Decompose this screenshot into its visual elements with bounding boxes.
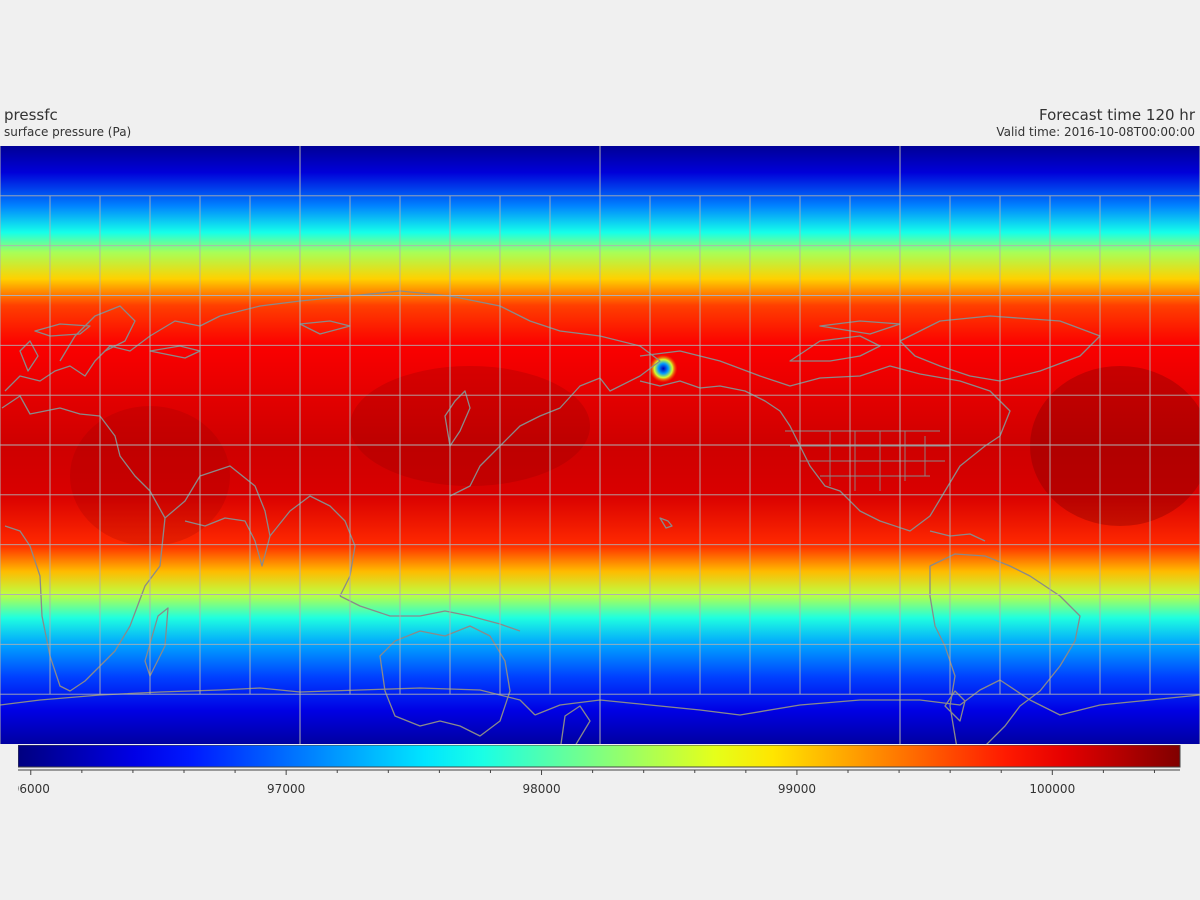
us-state-borders	[785, 430, 950, 491]
colorbar-tick-label: 100000	[1029, 782, 1075, 796]
coastline-antarctic-peninsula	[944, 690, 966, 722]
colorbar-tick-label: 99000	[778, 782, 816, 796]
coastline-australia	[379, 625, 511, 737]
high-pressure-patch	[350, 366, 590, 486]
coastline-indonesia	[339, 595, 521, 632]
coastline-greenland	[899, 315, 1101, 382]
colorbar: 96000 97000 98000 99000 100000	[18, 745, 1182, 805]
coastline-new-zealand	[560, 705, 591, 744]
coastline-madagascar	[144, 607, 169, 677]
graticule	[0, 146, 1200, 744]
coastline-hawaii	[659, 517, 673, 529]
coastline-se-asia	[269, 495, 356, 597]
map-panel[interactable]	[0, 146, 1200, 744]
coastline-scandinavia	[59, 305, 136, 362]
colorbar-tick-label: 98000	[522, 782, 560, 796]
coastline-uk	[19, 340, 39, 372]
coastline-africa	[1, 395, 166, 692]
colorbar-svg: 96000 97000 98000 99000 100000	[18, 745, 1181, 796]
colorbar-ticks: 96000 97000 98000 99000 100000	[18, 770, 1155, 796]
variable-description: surface pressure (Pa)	[4, 125, 132, 139]
coastline-europe	[4, 315, 221, 392]
coastline-caribbean	[929, 530, 986, 542]
colorbar-strip	[18, 745, 1181, 768]
coastline-asia-north	[219, 290, 661, 497]
colorbar-tick-label: 97000	[267, 782, 305, 796]
title-block-right: Forecast time 120 hr Valid time: 2016-10…	[996, 106, 1195, 139]
variable-name: pressfc	[4, 106, 58, 124]
pressure-map[interactable]	[0, 146, 1200, 744]
high-pressure-patch	[1030, 366, 1200, 526]
coastline-antarctica	[0, 679, 1200, 716]
colorbar-tick-label: 96000	[18, 782, 50, 796]
valid-time: Valid time: 2016-10-08T00:00:00	[996, 125, 1195, 139]
title-block-left: pressfc surface pressure (Pa)	[4, 106, 131, 139]
forecast-time: Forecast time 120 hr	[1039, 106, 1195, 124]
coastline-north-america	[639, 350, 1011, 532]
low-pressure-center	[649, 354, 678, 383]
